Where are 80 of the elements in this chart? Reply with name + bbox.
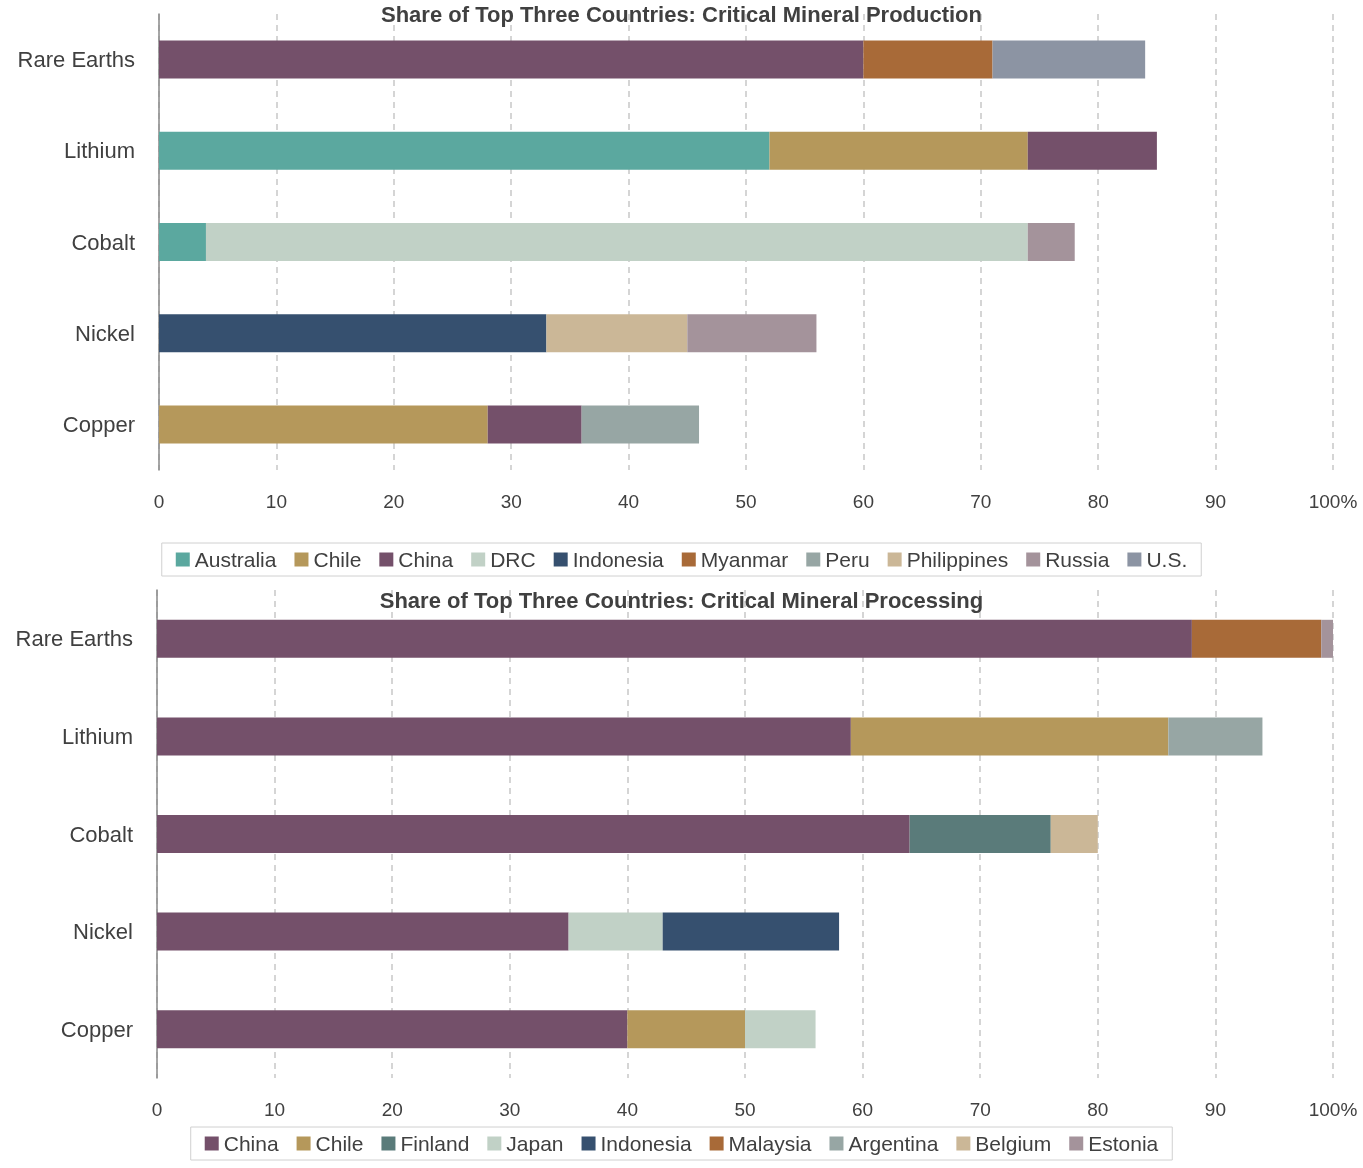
x-tick-label: 20 <box>381 1099 403 1120</box>
bar <box>992 40 1146 79</box>
bar <box>581 405 700 444</box>
bar <box>1027 131 1157 170</box>
x-tick-label: 90 <box>1204 1099 1226 1120</box>
x-tick-label: 50 <box>735 491 757 512</box>
legend-label: Russia <box>1045 548 1110 571</box>
x-tick-label: 80 <box>1087 1099 1109 1120</box>
x-tick-label: 70 <box>969 1099 991 1120</box>
legend-label: China <box>398 548 454 571</box>
x-tick-label: 10 <box>264 1099 286 1120</box>
bar <box>157 815 910 853</box>
bar <box>157 619 1192 658</box>
legend-label: Argentina <box>848 1132 939 1155</box>
bar <box>546 314 688 353</box>
bar <box>487 405 582 444</box>
y-tick-label: Lithium <box>64 138 135 164</box>
bar <box>157 717 851 756</box>
x-tick-label: 20 <box>383 491 405 512</box>
x-tick-label: 70 <box>970 491 992 512</box>
x-tick-label: 40 <box>616 1099 638 1120</box>
bar <box>909 815 1051 853</box>
legend-label: Malaysia <box>728 1132 812 1155</box>
chart-title: Share of Top Three Countries: Critical Mineral Production <box>381 1 982 27</box>
legend-label: Indonesia <box>572 548 665 571</box>
y-tick-label: Lithium <box>62 723 133 749</box>
x-tick-label: 30 <box>500 491 522 512</box>
legend-label: Australia <box>194 548 277 571</box>
x-tick-label: 80 <box>1087 491 1109 512</box>
y-tick-label: Copper <box>60 1016 133 1042</box>
legend-label: Peru <box>825 548 870 571</box>
y-tick-label: Nickel <box>75 320 135 346</box>
legend-label: Chile <box>313 548 362 571</box>
y-tick-label: Cobalt <box>69 821 133 847</box>
bar <box>1321 619 1333 658</box>
x-tick-label: 60 <box>852 1099 874 1120</box>
x-tick-label: 0 <box>153 491 165 512</box>
bar <box>850 717 1169 756</box>
bar <box>687 314 817 353</box>
bar <box>159 40 864 79</box>
y-tick-label: Rare Earths <box>17 47 135 73</box>
x-tick-label: 100% <box>1308 1099 1358 1120</box>
bar <box>159 223 206 261</box>
bar <box>159 131 770 170</box>
legend-label: DRC <box>490 548 536 571</box>
bar <box>1191 619 1322 658</box>
y-tick-label: Copper <box>62 411 135 437</box>
legend-label: Estonia <box>1088 1132 1159 1155</box>
bar <box>157 1010 628 1049</box>
legend-label: U.S. <box>1146 548 1188 571</box>
bar <box>627 1010 745 1049</box>
legend-label: Indonesia <box>600 1132 692 1155</box>
bar <box>863 40 993 79</box>
bar <box>662 912 840 951</box>
legend-label: Chile <box>315 1132 364 1155</box>
chart-title: Share of Top Three Countries: Critical Mineral Processing <box>379 587 984 613</box>
y-tick-label: Cobalt <box>71 229 135 255</box>
legend-label: Myanmar <box>700 548 789 571</box>
bar <box>157 912 569 951</box>
bar <box>769 131 1028 170</box>
x-tick-label: 30 <box>499 1099 521 1120</box>
bar <box>159 314 547 353</box>
y-tick-label: Rare Earths <box>15 626 133 652</box>
x-tick-label: 50 <box>734 1099 756 1120</box>
bar <box>1027 223 1075 261</box>
legend-label: Finland <box>400 1132 470 1155</box>
x-tick-label: 40 <box>618 491 640 512</box>
bar <box>1168 717 1263 756</box>
x-tick-label: 10 <box>265 491 287 512</box>
y-tick-label: Nickel <box>73 919 133 945</box>
bar <box>1050 815 1098 853</box>
legend-label: Philippines <box>906 548 1009 571</box>
x-tick-label: 90 <box>1205 491 1227 512</box>
x-tick-label: 100% <box>1308 491 1358 512</box>
legend-label: Japan <box>506 1132 564 1155</box>
x-tick-label: 0 <box>151 1099 163 1120</box>
legend-label: Belgium <box>975 1132 1052 1155</box>
bar <box>159 405 488 444</box>
legend-label: China <box>223 1132 279 1155</box>
x-tick-label: 60 <box>852 491 874 512</box>
